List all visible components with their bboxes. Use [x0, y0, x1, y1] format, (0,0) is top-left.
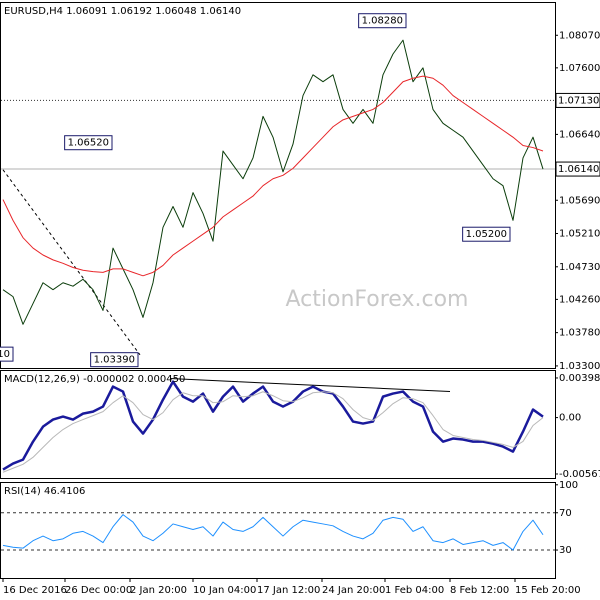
x-tick-label: 1 Feb 04:00	[385, 585, 444, 596]
annotation-label: 1.06520	[68, 138, 109, 149]
annotation-box	[64, 135, 113, 151]
y-tick-label: 70	[559, 508, 572, 519]
series-line	[2, 75, 544, 277]
y-tick-label: 1.07600	[559, 63, 600, 74]
panel-title: MACD(12,26,9) -0.000002 0.000450	[4, 374, 185, 385]
annotation-label: 1.05200	[466, 229, 507, 240]
level-label: 1.06140	[558, 164, 599, 175]
panel-frame	[0, 2, 556, 369]
x-tick-label: 16 Dec 2016	[3, 585, 67, 596]
y-tick-label: -0.005676	[559, 469, 600, 480]
y-tick-label: 1.04260	[559, 294, 600, 305]
y-tick-label: 1.03300	[559, 361, 600, 372]
watermark: ActionForex.com	[286, 287, 469, 312]
series-line	[2, 514, 544, 551]
y-tick-label: 1.08070	[559, 30, 600, 41]
panel-title: EURUSD,H4 1.06091 1.06192 1.06048 1.0614…	[4, 6, 241, 17]
y-tick-label: 1.05690	[559, 195, 600, 206]
y-tick-label: 1.05210	[559, 229, 600, 240]
panel-title: RSI(14) 46.4106	[4, 486, 85, 497]
x-tick-label: 26 Dec 00:00	[65, 585, 132, 596]
panel-frame	[0, 370, 556, 479]
x-tick-label: 17 Jan 12:00	[257, 585, 320, 596]
annotation-label: 10	[0, 349, 10, 360]
x-tick-label: 24 Jan 20:00	[322, 585, 385, 596]
annotation-box	[0, 346, 14, 362]
annotation-label: 1.08280	[362, 16, 403, 27]
series-line	[2, 380, 544, 471]
trendline	[169, 378, 451, 393]
y-tick-label: 30	[559, 545, 572, 556]
series-line	[2, 391, 544, 473]
annotation-label: 1.03390	[94, 355, 135, 366]
y-tick-label: 1.03780	[559, 328, 600, 339]
level-label-box	[555, 92, 600, 108]
y-tick-label: 100	[559, 480, 578, 491]
x-tick-label: 10 Jan 04:00	[193, 585, 256, 596]
y-tick-label: 1.04730	[559, 262, 600, 273]
x-tick-label: 8 Feb 12:00	[450, 585, 509, 596]
annotation-box	[358, 13, 407, 29]
trendline	[2, 169, 141, 356]
annotation-box	[90, 352, 139, 368]
level-label-box	[555, 161, 600, 177]
series-line	[2, 39, 544, 325]
y-tick-label: 0.003988	[559, 373, 600, 384]
level-label: 1.07130	[558, 95, 599, 106]
x-tick-label: 15 Feb 20:00	[515, 585, 581, 596]
y-tick-label: 1.06640	[559, 129, 600, 140]
x-tick-label: 2 Jan 20:00	[130, 585, 187, 596]
y-tick-label: 0.00	[559, 413, 581, 424]
annotation-box	[462, 226, 511, 242]
panel-frame	[0, 482, 556, 579]
